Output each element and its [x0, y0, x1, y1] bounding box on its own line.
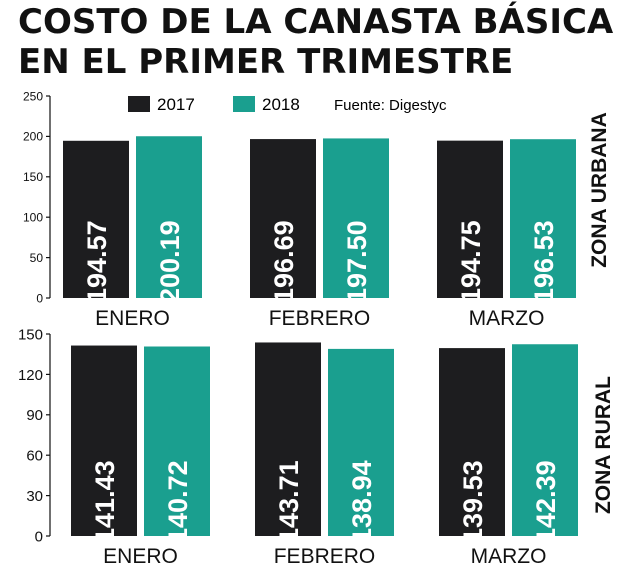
bar-value-label: $200.19 [155, 220, 185, 318]
y-tick-label: 200 [23, 130, 43, 144]
legend-label-2018: 2018 [262, 95, 300, 114]
y-tick-label: 100 [23, 211, 43, 225]
legend-swatch-2018 [233, 96, 255, 112]
bar-value-label: $194.75 [456, 220, 486, 318]
x-category-label: MARZO [471, 545, 547, 568]
bar-value-label: $194.57 [82, 220, 112, 318]
bar-value-label: $138.94 [347, 460, 377, 558]
x-category-label: FEBRERO [274, 545, 376, 568]
legend-label-2017: 2017 [157, 95, 195, 114]
bar-value-label: $139.53 [458, 460, 488, 558]
x-category-label: FEBRERO [269, 307, 371, 330]
y-tick-label: 0 [35, 528, 43, 545]
y-tick-label: 50 [30, 251, 44, 265]
legend-swatch-2017 [128, 96, 150, 112]
y-tick-label: 150 [18, 326, 43, 343]
bar-value-label: $197.50 [342, 220, 372, 318]
charts-canvas: 2017 2018 Fuente: Digestyc 0 50 100 150 200 2… [0, 0, 627, 585]
x-category-label: MARZO [469, 307, 545, 330]
y-tick-label: 30 [26, 488, 43, 505]
source-note: Fuente: Digestyc [334, 97, 447, 114]
y-tick-label: 250 [23, 89, 43, 103]
bar-value-label: $140.72 [163, 460, 193, 558]
legend: 2017 2018 Fuente: Digestyc [128, 95, 447, 114]
panel-label: ZONA RURAL [592, 376, 615, 514]
y-tick-label: 0 [36, 291, 43, 305]
bar-value-label: $196.69 [269, 220, 299, 318]
y-tick-label: 60 [26, 448, 43, 465]
x-category-label: ENERO [95, 307, 170, 330]
x-category-label: ENERO [103, 545, 178, 568]
bar-value-label: $142.39 [531, 460, 561, 558]
bar-value-label: $141.43 [90, 460, 120, 558]
bar-value-label: $143.71 [274, 460, 304, 558]
y-tick-label: 90 [26, 407, 43, 424]
y-tick-label: 150 [23, 170, 43, 184]
panel-label: ZONA URBANA [588, 112, 611, 268]
bar-value-label: $196.53 [529, 220, 559, 318]
y-tick-label: 120 [18, 367, 43, 384]
